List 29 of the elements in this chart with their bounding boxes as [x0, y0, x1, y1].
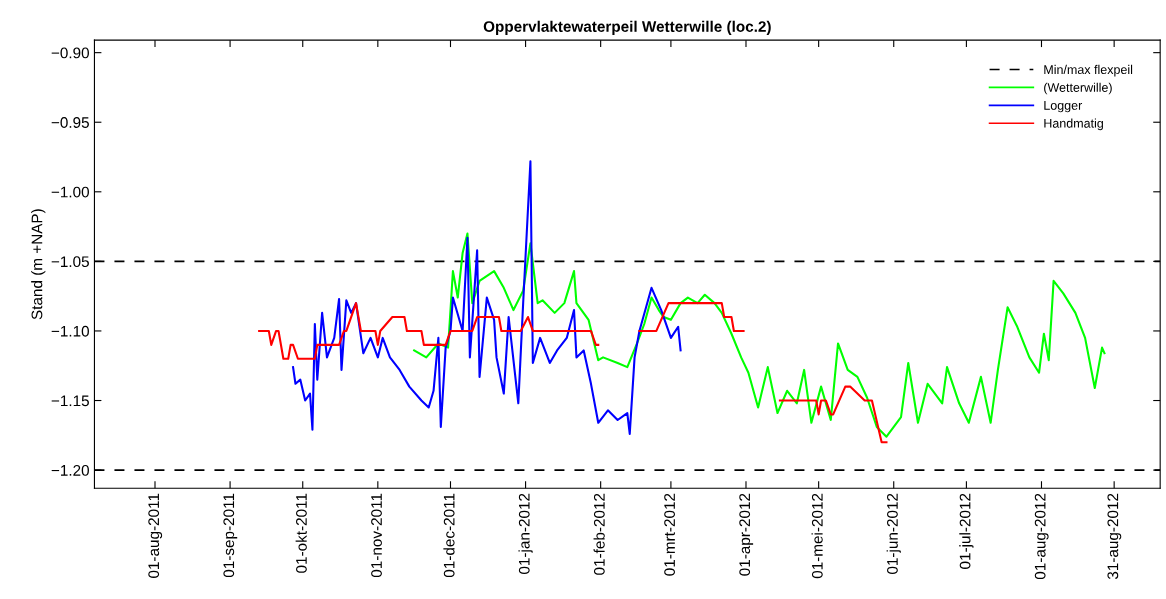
x-tick-label: 01-mei-2012 [811, 493, 823, 579]
chart-title: Oppervlaktewaterpeil Wetterwille (loc.2) [483, 20, 771, 35]
y-tick-label: −1.10 [51, 325, 89, 337]
x-tick-label: 01-aug-2011 [148, 493, 163, 578]
x-tick-label: 31-aug-2012 [1107, 493, 1122, 580]
x-tick-label: 01-feb-2012 [593, 493, 605, 575]
y-tick-label: −1.00 [51, 186, 89, 198]
x-tick-label: 01-jan-2012 [518, 493, 533, 574]
legend-label: Min/max flexpeil [1044, 64, 1133, 77]
y-axis-title: Stand (m +NAP) [31, 209, 46, 320]
legend-label: Handmatig [1044, 118, 1103, 131]
y-tick-label: −1.20 [51, 464, 89, 476]
x-tick-label: 01-mrt-2012 [664, 493, 676, 576]
line-series [292, 160, 682, 435]
x-tick-label: 01-jun-2012 [886, 493, 901, 574]
x-tick-label: 01-nov-2011 [371, 493, 382, 578]
line-series [413, 232, 1106, 438]
y-tick-label: −0.90 [51, 47, 89, 59]
y-tick-label: −1.05 [51, 256, 89, 268]
x-tick-label: 01-sep-2011 [223, 493, 238, 578]
x-tick-label: 01-jul-2012 [959, 493, 974, 569]
x-tick-label: 01-aug-2012 [1034, 493, 1049, 580]
x-tick-label: 01-okt-2011 [295, 493, 307, 573]
legend-label: Logger [1044, 101, 1083, 113]
x-tick-label: 01-dec-2011 [443, 493, 455, 578]
x-tick-label: 01-apr-2012 [739, 493, 754, 576]
y-tick-label: −1.15 [51, 395, 89, 407]
legend-label: (Wetterwille) [1044, 82, 1112, 95]
y-tick-label: −0.95 [51, 117, 89, 128]
